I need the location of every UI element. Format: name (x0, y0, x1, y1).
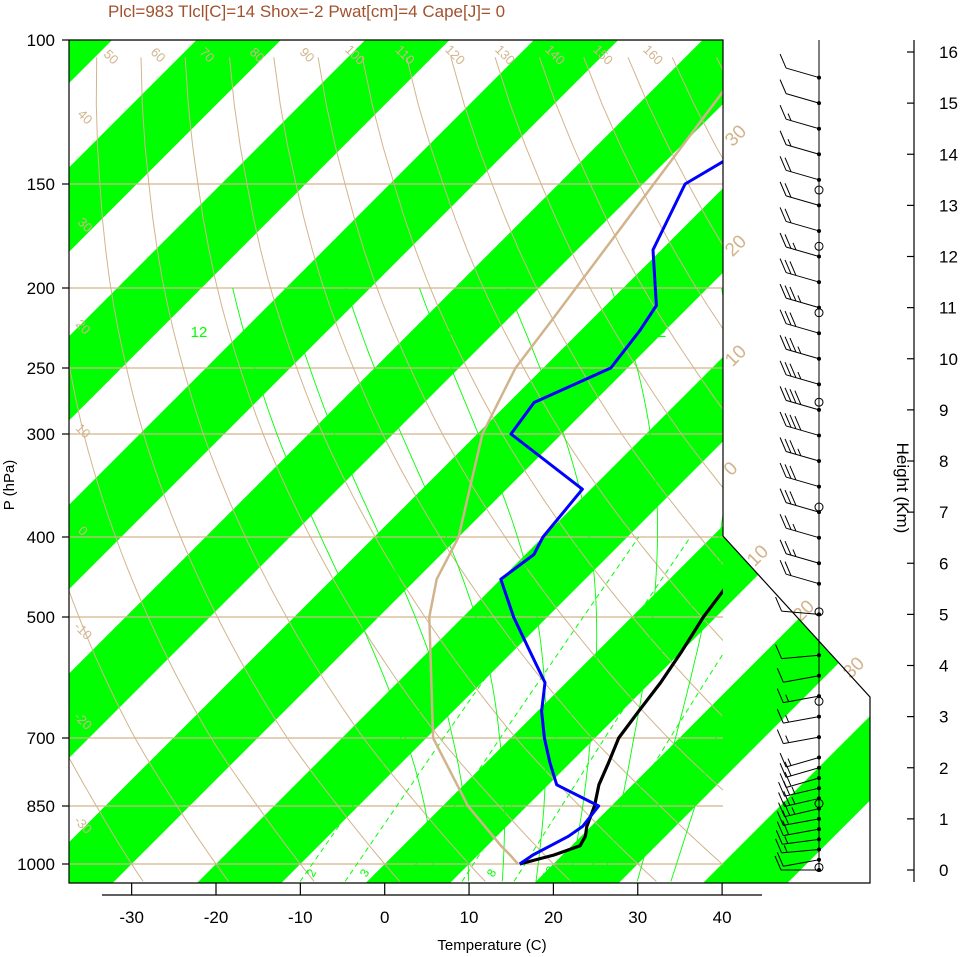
x-axis: -30 -20 -10 0 10 20 30 40 (102, 883, 762, 927)
x-tick-label: 40 (713, 908, 732, 927)
isotherm-label: 10 (73, 420, 94, 441)
y-tick-label: 300 (27, 425, 55, 444)
wind-barb-flag (780, 131, 786, 145)
isotherm-label: 40 (75, 106, 96, 127)
wind-barb (780, 80, 819, 104)
wind-barb (780, 489, 819, 513)
wind-barbs (775, 40, 823, 872)
height-tick-label: 5 (939, 605, 948, 624)
wind-barb (780, 233, 819, 257)
wind-barb (780, 412, 819, 436)
wind-barb-staff (786, 758, 819, 768)
y-tick-label: 400 (27, 528, 55, 547)
hodograph-ring-label: 30 (721, 121, 751, 151)
x-tick-label: -20 (204, 908, 229, 927)
x-tick-label: 30 (628, 908, 647, 927)
y-tick-label: 100 (27, 31, 55, 50)
wind-barb (780, 105, 819, 129)
wind-barb-half (786, 736, 789, 743)
wind-barb (780, 361, 819, 385)
hodograph-ring-label: 10 (721, 341, 751, 371)
moist-adiabat-label: 24 (440, 324, 457, 341)
wind-barb-flag (780, 54, 786, 68)
height-tick-label: 4 (939, 657, 948, 676)
y-axis: 100 150 200 250 300 400 500 700 850 1000 (17, 31, 69, 874)
hodograph-ring-label: 20 (721, 231, 751, 261)
isotherm-label: -10 (71, 619, 95, 643)
mixing-ratio-label: 8 (484, 866, 500, 879)
height-tick-label: 13 (939, 196, 958, 215)
x-tick-label: 0 (380, 908, 389, 927)
mixing-ratio-label: 3 (357, 866, 373, 879)
wind-barb (780, 560, 819, 584)
wind-barb-staff (786, 94, 819, 104)
wind-barb (780, 259, 819, 283)
y-tick-label: 850 (27, 797, 55, 816)
y-tick-label: 250 (27, 359, 55, 378)
height-axis: 012345678910111213141516 (907, 40, 958, 882)
wind-barb-half (788, 759, 791, 766)
x-tick-label: 10 (460, 908, 479, 927)
height-tick-label: 1 (939, 810, 948, 829)
wind-barb (780, 156, 819, 180)
height-tick-label: 3 (939, 708, 948, 727)
hodograph-ring-label: 20 (789, 596, 819, 626)
height-tick-label: 10 (939, 350, 958, 369)
isotherm-label: 120 (442, 42, 468, 68)
isotherm-label: 90 (297, 44, 318, 65)
wind-barb-flag (780, 80, 786, 94)
moist-adiabat-label: 12 (191, 324, 208, 341)
wind-barb-half (786, 715, 789, 722)
x-tick-label: 20 (544, 908, 563, 927)
height-tick-label: 12 (939, 248, 958, 267)
x-tick-label: -10 (288, 908, 313, 927)
isotherm-label: 50 (101, 46, 122, 67)
y-tick-label: 1000 (17, 855, 55, 874)
y-axis-label: P (hPa) (1, 460, 18, 511)
isotherm-label: 60 (148, 44, 169, 65)
wind-barb (780, 284, 819, 308)
height-tick-label: 15 (939, 94, 958, 113)
wind-barb (780, 335, 819, 359)
wind-barb (780, 438, 819, 462)
mixing-ratio-label: 2 (304, 866, 320, 879)
wind-barb (780, 182, 819, 206)
height-tick-label: 16 (939, 43, 958, 62)
height-tick-label: 14 (939, 145, 958, 164)
y-tick-label: 150 (27, 175, 55, 194)
wind-barb (780, 514, 819, 538)
height-tick-label: 2 (939, 759, 948, 778)
wind-barb-flag (777, 730, 783, 744)
height-tick-label: 6 (939, 554, 948, 573)
wind-barb (780, 540, 819, 564)
height-tick-label: 7 (939, 503, 948, 522)
x-tick-label: -30 (119, 908, 144, 927)
moist-adiabat-label: 32 (650, 324, 667, 341)
height-tick-label: 9 (939, 401, 948, 420)
wind-barb-flag (780, 105, 786, 119)
height-tick-label: 8 (939, 452, 948, 471)
wind-barb (780, 463, 819, 487)
height-axis-label: Height (Km) (893, 443, 912, 534)
y-tick-label: 200 (27, 279, 55, 298)
x-axis-label: Temperature (C) (437, 937, 546, 954)
y-tick-label: 700 (27, 729, 55, 748)
wind-barb (780, 386, 819, 410)
wind-barb-staff (786, 68, 819, 78)
moist-adiabat-label: 16 (262, 324, 279, 341)
height-tick-label: 0 (939, 861, 948, 880)
y-tick-label: 500 (27, 608, 55, 627)
isotherm-label: 160 (640, 42, 666, 68)
chart-title: Plcl=983 Tlcl[C]=14 Shox=-2 Pwat[cm]=4 C… (108, 2, 505, 21)
wind-barb (780, 207, 819, 231)
wind-barb (777, 730, 819, 744)
wind-barb (780, 310, 819, 334)
wind-barb (780, 54, 819, 78)
temperature-bands (0, 40, 961, 883)
wind-barb (780, 131, 819, 155)
height-tick-label: 11 (939, 299, 957, 318)
wind-barb-staff (783, 717, 819, 723)
